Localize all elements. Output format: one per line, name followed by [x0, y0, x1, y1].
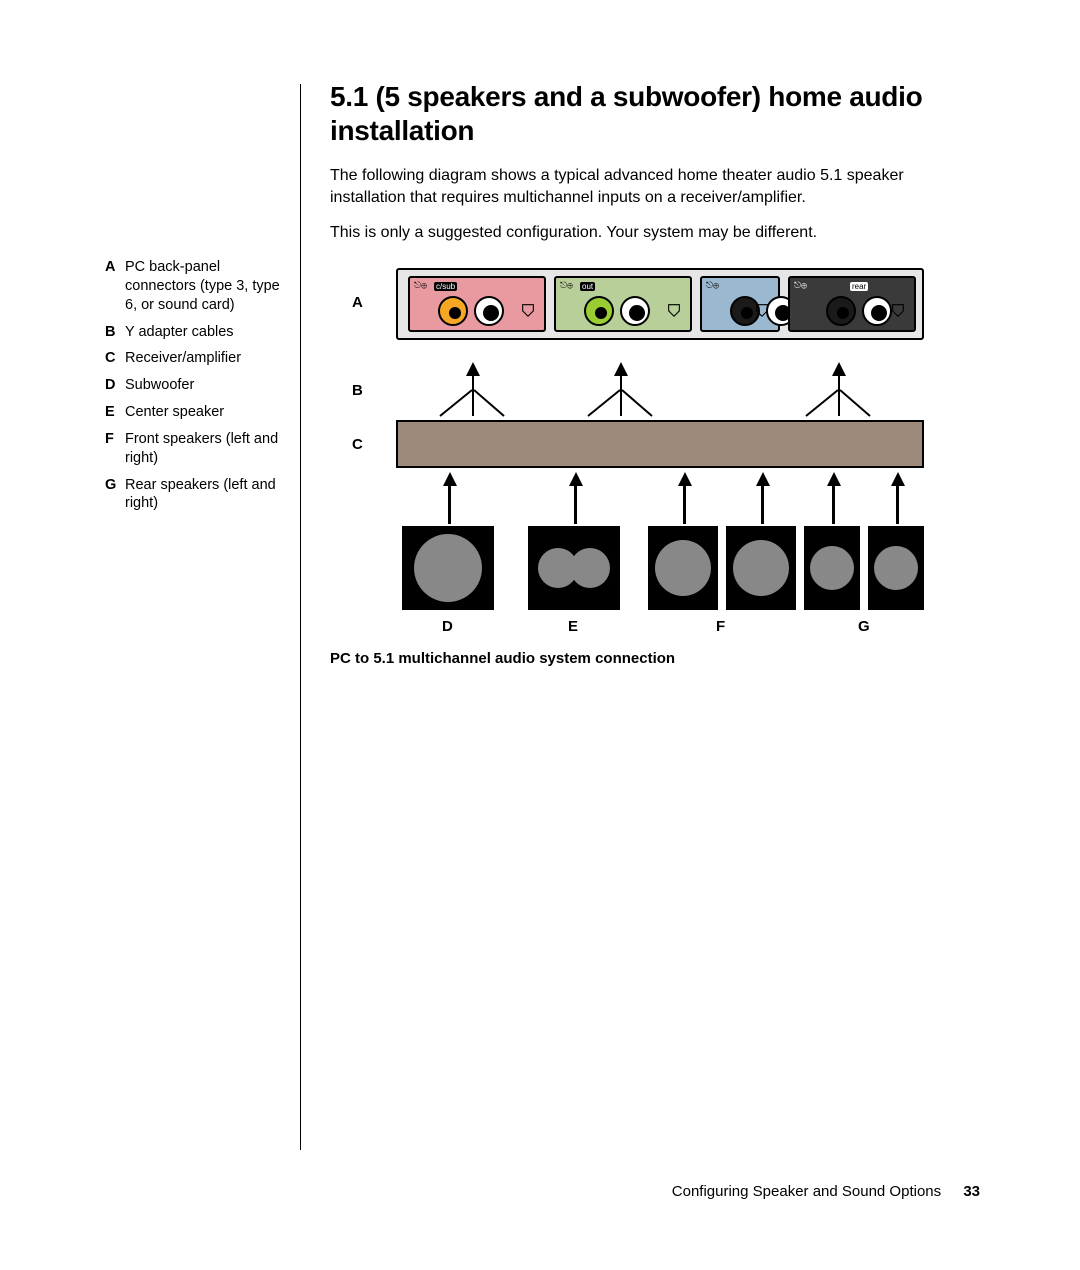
- arrow-head-icon: [678, 472, 692, 486]
- paragraph: The following diagram shows a typical ad…: [330, 165, 970, 208]
- legend-item: E Center speaker: [105, 403, 290, 422]
- optical-icon: [754, 302, 770, 318]
- diagram-caption: PC to 5.1 multichannel audio system conn…: [330, 650, 970, 667]
- legend-key: A: [105, 258, 125, 315]
- arrow-head-icon: [891, 472, 905, 486]
- legend-item: A PC back-panel connectors (type 3, type…: [105, 258, 290, 315]
- speaker: [804, 526, 860, 610]
- legend-value: Rear speakers (left and right): [125, 476, 290, 514]
- port-label: out: [580, 282, 595, 291]
- pc-back-panel: c/sub ⎋⊕ out ⎋⊕ ⎋⊕ rear ⎋⊕: [396, 268, 924, 340]
- arrow-head-icon: [827, 472, 841, 486]
- y-cable-stem: [472, 390, 474, 416]
- speaker-cable: [832, 484, 835, 524]
- connector-glyph-icon: ⎋⊕: [706, 280, 719, 291]
- legend-key: E: [105, 403, 125, 422]
- connection-diagram: A B C c/sub⎋⊕out⎋⊕⎋⊕rear⎋⊕ DEFG: [380, 268, 940, 638]
- legend-value: Front speakers (left and right): [125, 430, 290, 468]
- audio-jack: [620, 296, 650, 326]
- port-label: rear: [850, 282, 868, 291]
- port-label: c/sub: [434, 282, 457, 291]
- page-footer: Configuring Speaker and Sound Options 33: [672, 1183, 980, 1200]
- connector-glyph-icon: ⎋⊕: [560, 280, 573, 291]
- arrow-head-icon: [443, 472, 457, 486]
- y-cable-stem: [838, 390, 840, 416]
- arrow-head-icon: [466, 362, 480, 376]
- optical-icon: [520, 302, 536, 318]
- legend: A PC back-panel connectors (type 3, type…: [105, 258, 290, 521]
- connector-glyph-icon: ⎋⊕: [794, 280, 807, 291]
- main-content: 5.1 (5 speakers and a subwoofer) home au…: [330, 80, 970, 667]
- speaker-cable: [448, 484, 451, 524]
- legend-key: C: [105, 349, 125, 368]
- speaker: [528, 526, 620, 610]
- audio-jack: [474, 296, 504, 326]
- diagram-bottom-label: G: [858, 618, 870, 635]
- receiver-amplifier: [396, 420, 924, 468]
- diagram-row-label: B: [352, 382, 363, 399]
- speaker-cable: [761, 484, 764, 524]
- speaker-cable: [574, 484, 577, 524]
- speaker-cone: [570, 548, 610, 588]
- legend-item: G Rear speakers (left and right): [105, 476, 290, 514]
- speaker-cone: [874, 546, 918, 590]
- legend-item: F Front speakers (left and right): [105, 430, 290, 468]
- speaker: [402, 526, 494, 610]
- legend-item: C Receiver/amplifier: [105, 349, 290, 368]
- port-group: ⎋⊕: [700, 276, 780, 332]
- diagram-row-label: A: [352, 294, 363, 311]
- legend-value: Receiver/amplifier: [125, 349, 241, 368]
- speaker-cable: [896, 484, 899, 524]
- speaker-cone: [733, 540, 789, 596]
- diagram-bottom-label: D: [442, 618, 453, 635]
- legend-key: F: [105, 430, 125, 468]
- speaker: [868, 526, 924, 610]
- speaker-cone: [810, 546, 854, 590]
- optical-icon: [666, 302, 682, 318]
- legend-value: PC back-panel connectors (type 3, type 6…: [125, 258, 290, 315]
- vertical-divider: [300, 84, 301, 1150]
- connector-glyph-icon: ⎋⊕: [414, 280, 427, 291]
- legend-value: Y adapter cables: [125, 323, 234, 342]
- diagram-bottom-label: E: [568, 618, 578, 635]
- speaker-cone: [414, 534, 482, 602]
- port-group: out ⎋⊕: [554, 276, 692, 332]
- page-number: 33: [963, 1183, 980, 1200]
- y-cable-stem: [620, 390, 622, 416]
- legend-key: B: [105, 323, 125, 342]
- footer-chapter: Configuring Speaker and Sound Options: [672, 1183, 941, 1200]
- speaker: [726, 526, 796, 610]
- audio-jack: [862, 296, 892, 326]
- audio-jack: [438, 296, 468, 326]
- arrow-head-icon: [756, 472, 770, 486]
- paragraph: This is only a suggested configuration. …: [330, 222, 970, 244]
- port-group: rear ⎋⊕: [788, 276, 916, 332]
- section-heading: 5.1 (5 speakers and a subwoofer) home au…: [330, 80, 970, 147]
- optical-icon: [890, 302, 906, 318]
- legend-key: G: [105, 476, 125, 514]
- audio-jack: [826, 296, 856, 326]
- legend-item: D Subwoofer: [105, 376, 290, 395]
- legend-value: Subwoofer: [125, 376, 194, 395]
- speaker: [648, 526, 718, 610]
- legend-value: Center speaker: [125, 403, 224, 422]
- diagram-row-label: C: [352, 436, 363, 453]
- arrow-head-icon: [832, 362, 846, 376]
- legend-item: B Y adapter cables: [105, 323, 290, 342]
- port-group: c/sub ⎋⊕: [408, 276, 546, 332]
- arrow-head-icon: [569, 472, 583, 486]
- speaker-cable: [683, 484, 686, 524]
- arrow-head-icon: [614, 362, 628, 376]
- speaker-cone: [655, 540, 711, 596]
- audio-jack: [584, 296, 614, 326]
- page: A PC back-panel connectors (type 3, type…: [0, 0, 1080, 1270]
- diagram-bottom-label: F: [716, 618, 725, 635]
- legend-key: D: [105, 376, 125, 395]
